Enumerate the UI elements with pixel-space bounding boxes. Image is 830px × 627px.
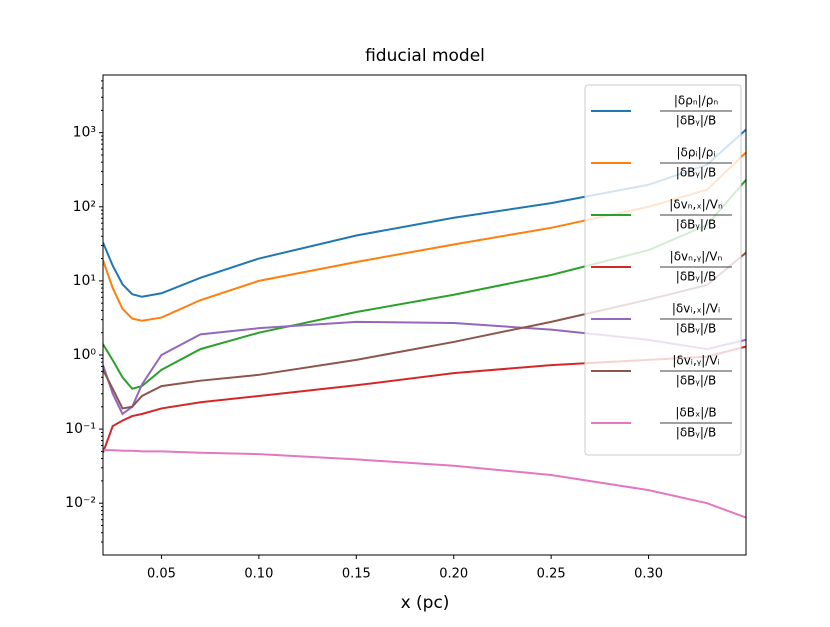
legend-denominator: |δBᵧ|/B xyxy=(676,114,716,128)
legend-denominator: |δBᵧ|/B xyxy=(676,426,716,440)
plot-frame xyxy=(102,74,747,556)
x-tick-label: 0.10 xyxy=(244,567,273,582)
x-tick-label: 0.20 xyxy=(439,567,468,582)
y-tick-label: 10² xyxy=(73,199,96,215)
legend-denominator: |δBᵧ|/B xyxy=(676,322,716,336)
y-tick-label: 10⁰ xyxy=(73,347,97,363)
legend-label: |δvᵢ,ₓ|/Vᵢ xyxy=(672,302,720,316)
y-tick-label: 10¹ xyxy=(73,273,96,289)
series-line xyxy=(103,449,746,519)
y-tick-label: 10⁻¹ xyxy=(65,421,96,437)
chart-title: fiducial model xyxy=(365,46,485,66)
x-tick-label: 0.30 xyxy=(634,567,663,582)
x-tick-label: 0.05 xyxy=(147,567,176,582)
legend-label: |δvₙ,ᵧ|/Vₙ xyxy=(670,250,723,264)
legend-denominator: |δBᵧ|/B xyxy=(676,270,716,284)
legend-label: |δvᵢ,ᵧ|/Vᵢ xyxy=(672,354,719,368)
x-axis-label: x (pc) xyxy=(401,593,450,613)
x-tick-label: 0.25 xyxy=(537,567,566,582)
legend-denominator: |δBᵧ|/B xyxy=(676,166,716,180)
y-tick-label: 10³ xyxy=(73,125,96,141)
legend-label: |δρᵢ|/ρᵢ xyxy=(677,146,716,160)
x-tick-label: 0.15 xyxy=(342,567,371,582)
legend-denominator: |δBᵧ|/B xyxy=(676,218,716,232)
y-tick-label: 10⁻² xyxy=(65,495,96,511)
legend-label: |δBₓ|/B xyxy=(675,406,716,420)
legend-label: |δρₙ|/ρₙ xyxy=(674,94,718,108)
legend-denominator: |δBᵧ|/B xyxy=(676,374,716,388)
legend-box xyxy=(584,84,742,456)
legend-label: |δvₙ,ₓ|/Vₙ xyxy=(669,198,723,212)
